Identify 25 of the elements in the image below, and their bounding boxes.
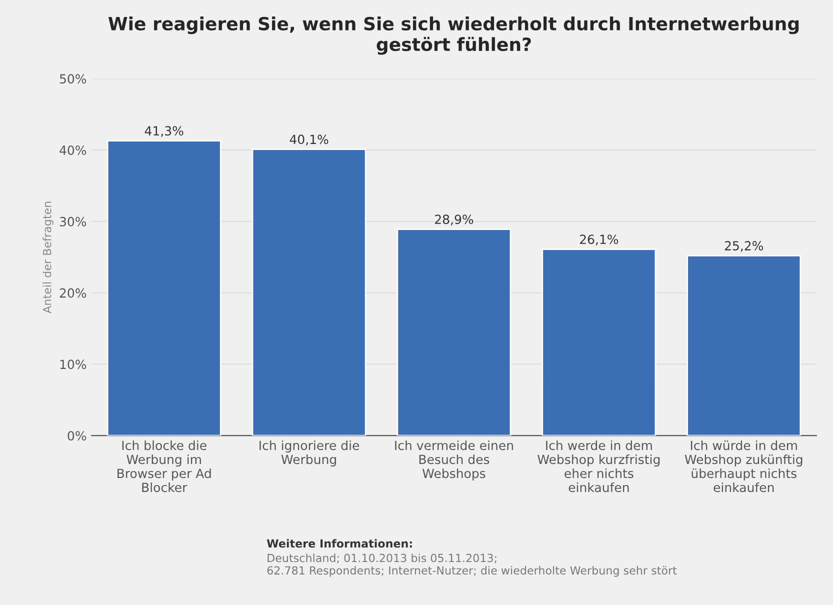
data-label: 25,2%	[724, 241, 764, 252]
bar	[106, 140, 222, 436]
y-tick-label: 0%	[68, 431, 86, 441]
y-tick-label: 50%	[60, 74, 86, 84]
x-tick-label: Ich vermeide einen Besuch des Webshops	[395, 440, 513, 481]
y-tick-label: 30%	[60, 216, 86, 226]
x-tick-label: Ich werde in dem Webshop kurzfristig eher nichts einkaufen	[538, 440, 660, 492]
data-label: 26,1%	[580, 234, 618, 246]
text: Deutschland; 01.10.2013 bis 05.11.2013; 62.781 Respondents; Internet-Nutzer; die wiederholte Werbung sehr stört	[267, 554, 677, 577]
data-label: 40,1%	[290, 134, 328, 146]
y-tick-label: 10%	[60, 360, 86, 370]
y-axis-title: Anteil der Befragten	[42, 202, 54, 314]
bar	[396, 228, 512, 436]
x-tick-label: Ich blocke die Werbung im Browser per Ad Blocker	[118, 440, 211, 492]
data-label: 28,9%	[435, 214, 474, 226]
x-tick-label: Ich ignoriere die Werbung	[260, 440, 360, 467]
y-tick-label: 40%	[60, 146, 86, 155]
y-tick-label: 20%	[60, 288, 86, 298]
x-tick-label: Ich würde in dem Webshop zukünftig überhaupt nichts einkaufen	[684, 440, 802, 492]
text: Weitere Informationen:	[266, 539, 412, 548]
bar	[252, 148, 366, 436]
chart-title: Wie reagieren Sie, wenn Sie sich wiederholt durch Internetwerbung gestört fühlen?	[108, 16, 799, 55]
bar	[542, 248, 656, 436]
data-label: 41,3%	[144, 126, 184, 137]
bar	[686, 255, 802, 436]
